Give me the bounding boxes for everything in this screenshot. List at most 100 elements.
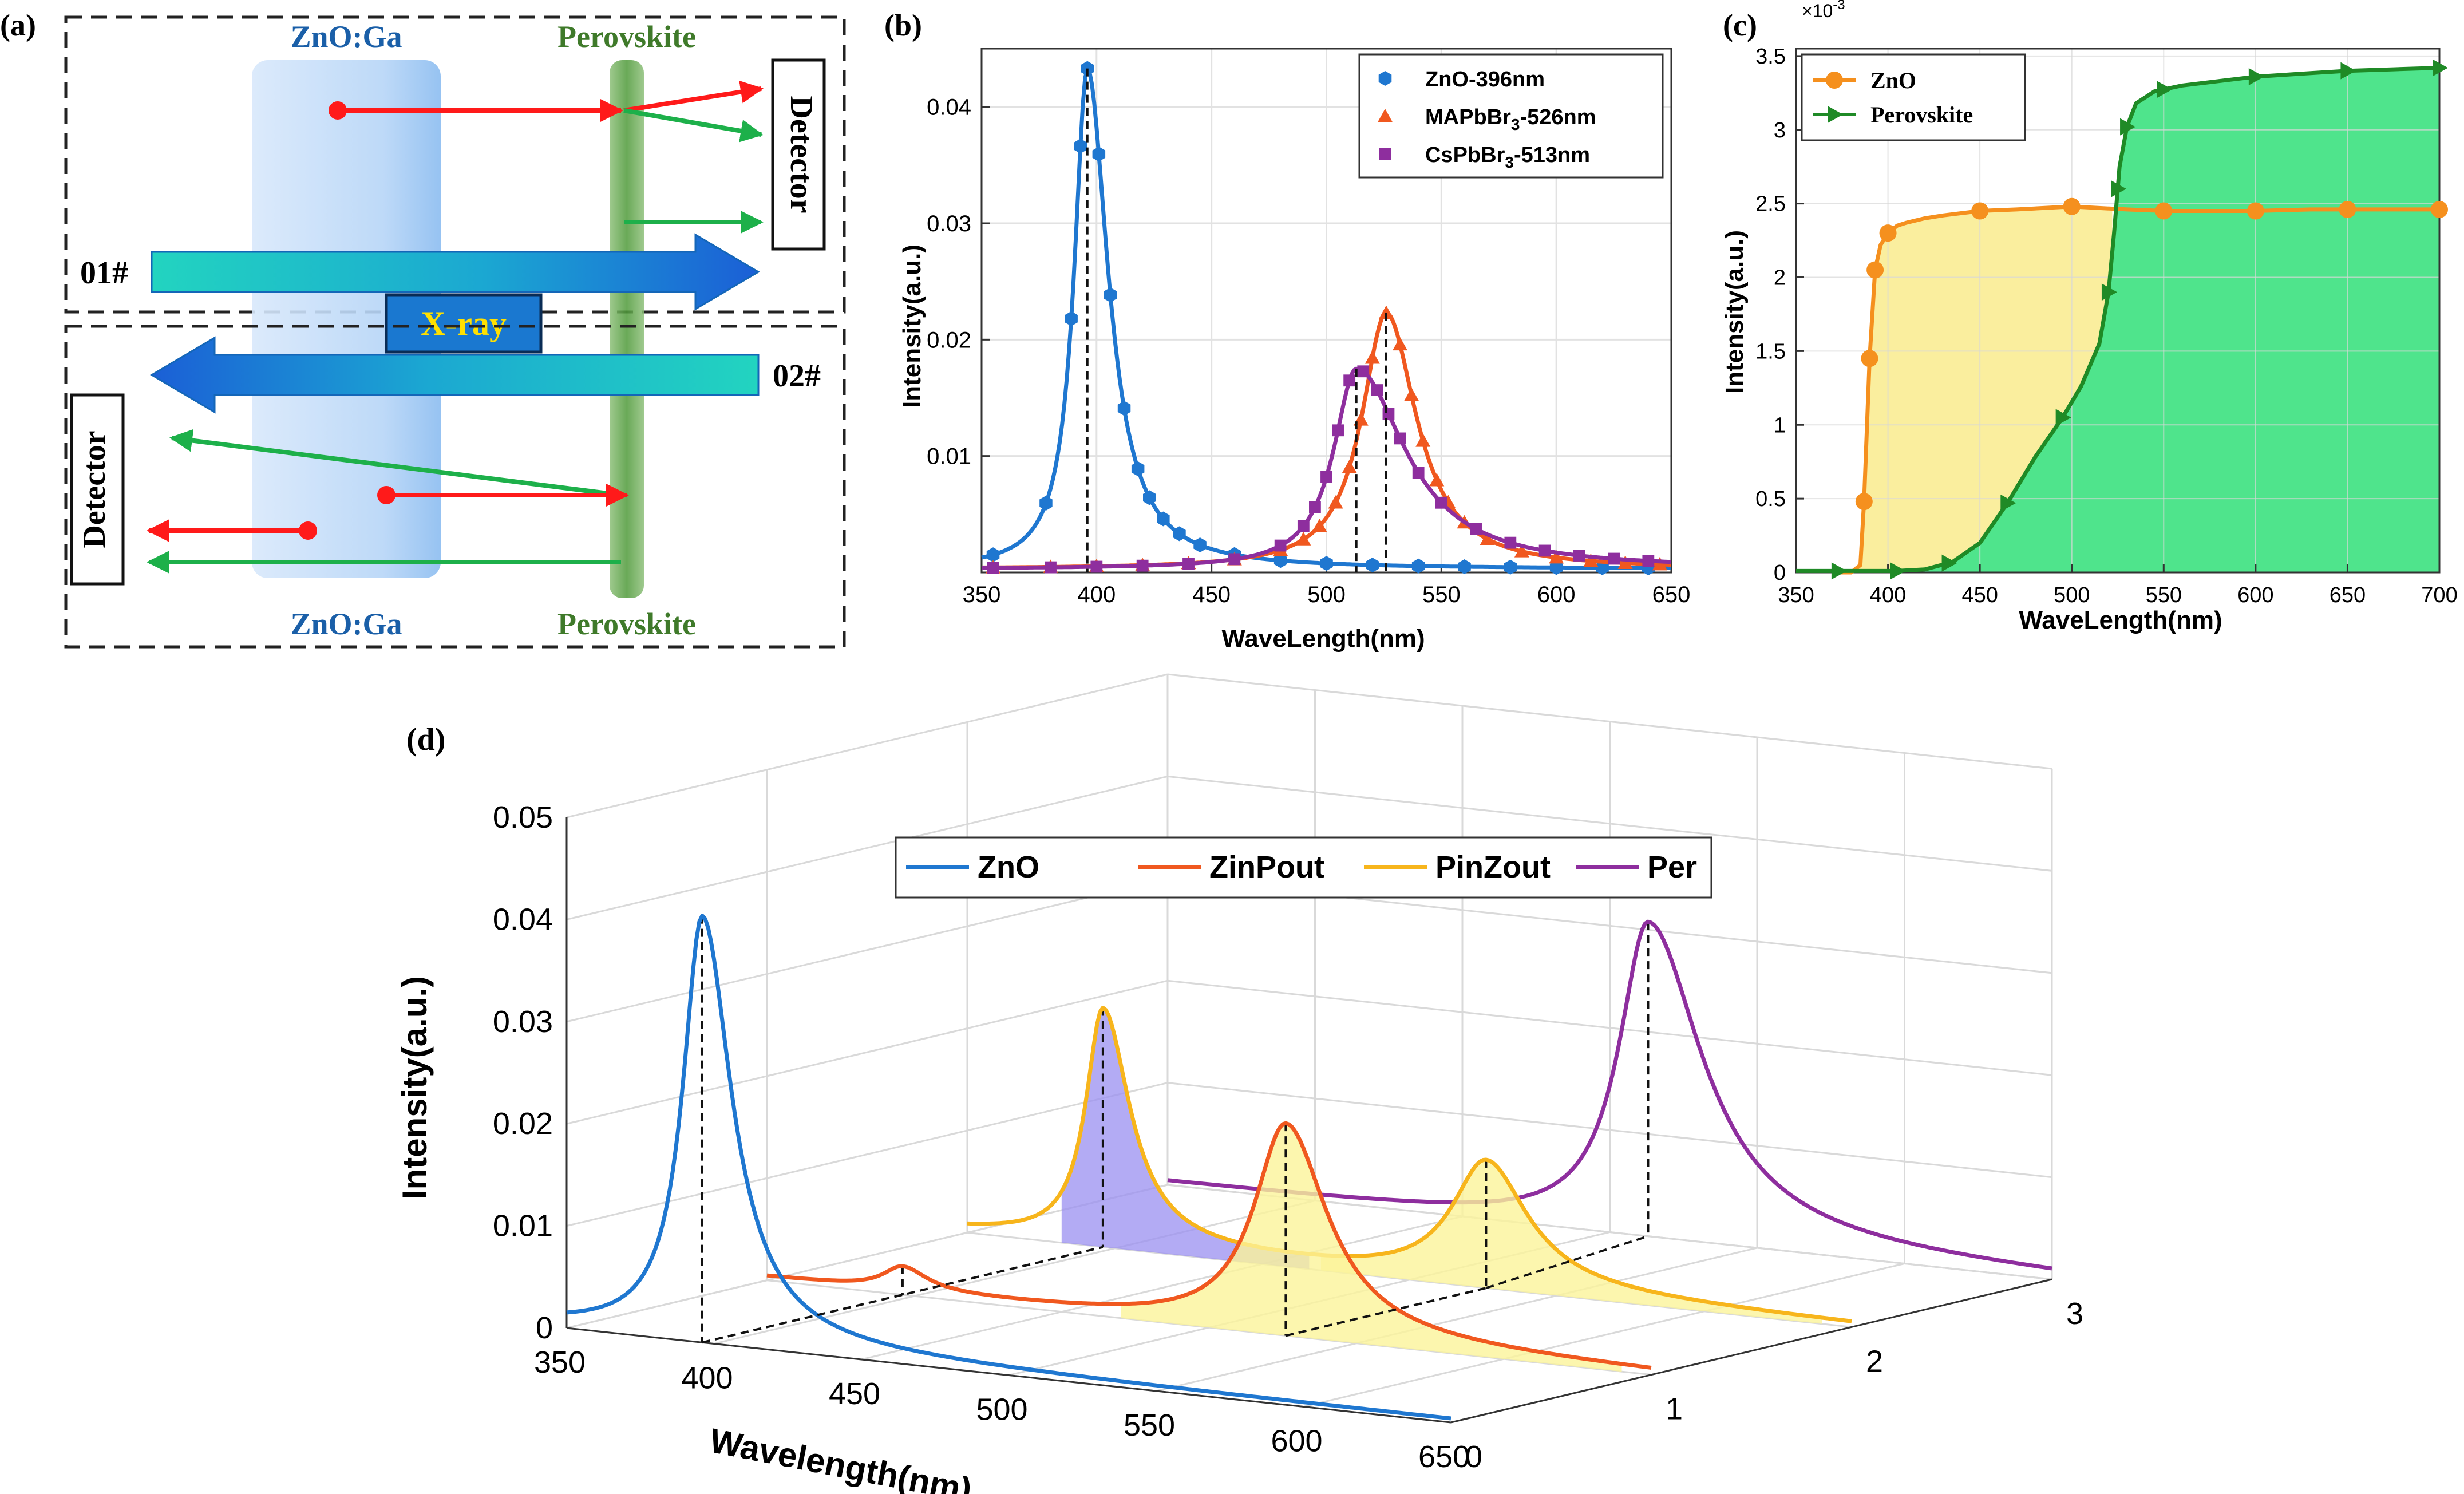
data-point — [1861, 350, 1878, 367]
floor-grid-line — [1156, 1247, 1758, 1392]
data-point — [1866, 261, 1884, 279]
data-point — [1065, 311, 1078, 326]
legend-marker — [1826, 72, 1843, 89]
data-point — [1312, 519, 1327, 532]
series-line-0 — [566, 914, 1451, 1421]
data-point — [1328, 495, 1343, 509]
data-point — [1045, 561, 1057, 574]
data-point — [1617, 555, 1633, 569]
data-point — [1855, 493, 1873, 511]
data-point — [1435, 496, 1447, 509]
data-point — [1538, 544, 1551, 557]
chart-d: 350 400 450 500 550 600 650012300.010.020.030.… — [493, 673, 2083, 1474]
x-tick-label: 550 — [2146, 583, 2182, 607]
legend-box — [1358, 53, 1664, 179]
data-point — [1182, 558, 1195, 570]
data-point — [1470, 523, 1482, 535]
data-point — [1320, 556, 1333, 571]
panel-label-b: (b) — [884, 8, 922, 42]
data-point — [1890, 562, 1906, 580]
y-tick-label: 1 — [1774, 413, 1786, 437]
chart-c-ylabel: Intensity(a.u.) — [1721, 230, 1749, 394]
data-point — [1382, 408, 1395, 420]
data-point — [2247, 202, 2264, 220]
data-point — [2248, 68, 2264, 85]
data-point — [1365, 350, 1380, 364]
data-point — [1941, 554, 1957, 572]
chart-d-xlabel: Wavelength(nm) — [707, 1421, 975, 1494]
panel-label-a: (a) — [0, 8, 36, 42]
panel-c: (c) 350 400 450 500 550 600 650 700 0 0.5 1 1.5 2 2.5… — [1721, 0, 2458, 634]
floor-grid-line — [1303, 1263, 1905, 1408]
data-point — [2000, 494, 2016, 512]
panel-d: (d) 350 400 450 500 550 600 650012300.010.020.… — [395, 673, 2083, 1494]
data-point — [1608, 552, 1620, 565]
data-point — [1074, 139, 1087, 154]
data-point — [2111, 180, 2126, 197]
wall-grid-line — [1167, 673, 2052, 770]
y-tick-label: 3 — [1774, 118, 1786, 143]
detector-box-bottom — [70, 393, 125, 586]
z-tick-label: 0 — [536, 1311, 553, 1345]
panel-a: (a) ZnO:Ga Perovskite Detector 01# X-ray… — [0, 8, 846, 649]
xray-beam-arrow-right — [151, 233, 760, 311]
data-point — [1429, 473, 1445, 487]
data-point — [1549, 550, 1564, 564]
perovskite-label-top: Perovskite — [557, 19, 696, 54]
floor-grid-line — [861, 1215, 1463, 1361]
depth-axis — [1450, 1278, 2052, 1424]
data-point — [2063, 197, 2081, 215]
x-tick-label: 400 — [1870, 583, 1906, 607]
depth-tick-label: 3 — [2066, 1297, 2083, 1331]
beam-id-02: 02# — [773, 358, 821, 394]
x-tick-label: 350 — [963, 582, 1001, 607]
data-point — [1573, 550, 1585, 562]
data-point — [2339, 200, 2356, 218]
depth-tick-label: 1 — [1666, 1392, 1683, 1426]
x-tick-label: 450 — [1961, 583, 1998, 607]
data-point — [1090, 560, 1103, 573]
legend-label: MAPbBr3-526nm — [1425, 105, 1596, 133]
peak-connector-line — [702, 1246, 1104, 1344]
y-tick-label: 0.02 — [927, 327, 971, 353]
data-point — [1652, 556, 1667, 571]
panel-label-d: (d) — [406, 722, 445, 757]
green-ray-arrow — [169, 429, 622, 497]
chart-c-multiplier: ×10-3 — [1802, 0, 1845, 21]
x-tick-label: 500 — [976, 1393, 1027, 1427]
data-point — [1404, 388, 1419, 401]
x-tick-label: 700 — [2421, 583, 2457, 607]
data-point — [2101, 283, 2117, 301]
data-point — [1596, 560, 1609, 575]
x-tick-label: 600 — [1271, 1424, 1322, 1459]
legend-marker — [1378, 71, 1392, 86]
y-tick-label: 1.5 — [1755, 339, 1786, 363]
data-point — [1273, 553, 1287, 568]
wall-grid-line — [566, 979, 1168, 1125]
data-point — [2433, 59, 2448, 77]
z-tick-label: 0.01 — [493, 1209, 553, 1243]
data-point — [2120, 118, 2136, 136]
wall-grid-line — [566, 878, 1168, 1023]
data-point — [1642, 555, 1655, 567]
perovskite-layer — [610, 60, 644, 598]
y-tick-label: 0 — [1774, 561, 1786, 585]
wall-grid-line — [1167, 775, 2052, 872]
chart-c-xlabel: WaveLength(nm) — [2019, 606, 2222, 634]
data-point — [1228, 553, 1241, 566]
plot-frame — [1795, 48, 2441, 574]
data-point — [1412, 467, 1425, 479]
legend-label: PinZout — [1435, 850, 1551, 884]
zno-ga-layer — [252, 60, 441, 578]
data-point — [1411, 558, 1425, 574]
legend-label: ZnO-396nm — [1425, 68, 1545, 92]
data-point — [1143, 490, 1156, 505]
floor-grid-line — [714, 1200, 1315, 1345]
y-tick-label: 0.04 — [927, 95, 971, 120]
data-point — [1393, 337, 1408, 351]
data-point — [1549, 560, 1563, 575]
data-point — [1504, 559, 1517, 575]
legend-label: ZnO — [978, 850, 1039, 884]
x-tick-label: 400 — [1077, 582, 1116, 607]
